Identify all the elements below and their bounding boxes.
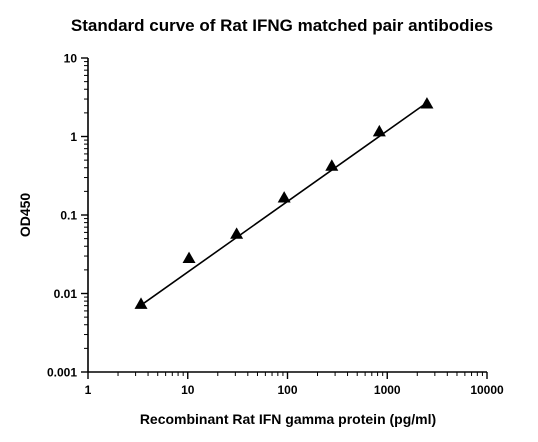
data-point-triangle bbox=[182, 251, 196, 264]
y-tick-label: 0.1 bbox=[60, 209, 77, 223]
fit-line-group bbox=[140, 101, 428, 306]
data-point-triangle bbox=[372, 124, 386, 137]
chart-title: Standard curve of Rat IFNG matched pair … bbox=[71, 16, 493, 35]
data-point-triangle bbox=[420, 97, 434, 109]
data-point-triangle bbox=[277, 191, 291, 203]
ticks: 1 10 100 1000 10000 0.001 0.01 0.1 1 10 bbox=[47, 52, 504, 398]
data-point-triangle bbox=[134, 297, 148, 309]
data-point-triangle bbox=[230, 227, 244, 239]
x-tick-label: 1 bbox=[85, 383, 92, 397]
y-tick-label: 0.001 bbox=[47, 366, 77, 380]
y-axis-label: OD450 bbox=[17, 193, 33, 238]
x-axis-label: Recombinant Rat IFN gamma protein (pg/ml… bbox=[140, 411, 436, 427]
y-tick-label: 10 bbox=[64, 52, 78, 66]
y-tick-label: 1 bbox=[70, 130, 77, 144]
y-tick-label: 0.01 bbox=[54, 287, 78, 301]
data-points bbox=[134, 97, 434, 309]
x-tick-label: 1000 bbox=[374, 383, 401, 397]
data-point-triangle bbox=[325, 159, 339, 171]
x-tick-label: 100 bbox=[277, 383, 297, 397]
fit-line bbox=[140, 101, 428, 306]
x-tick-label: 10000 bbox=[470, 383, 504, 397]
x-tick-label: 10 bbox=[181, 383, 195, 397]
